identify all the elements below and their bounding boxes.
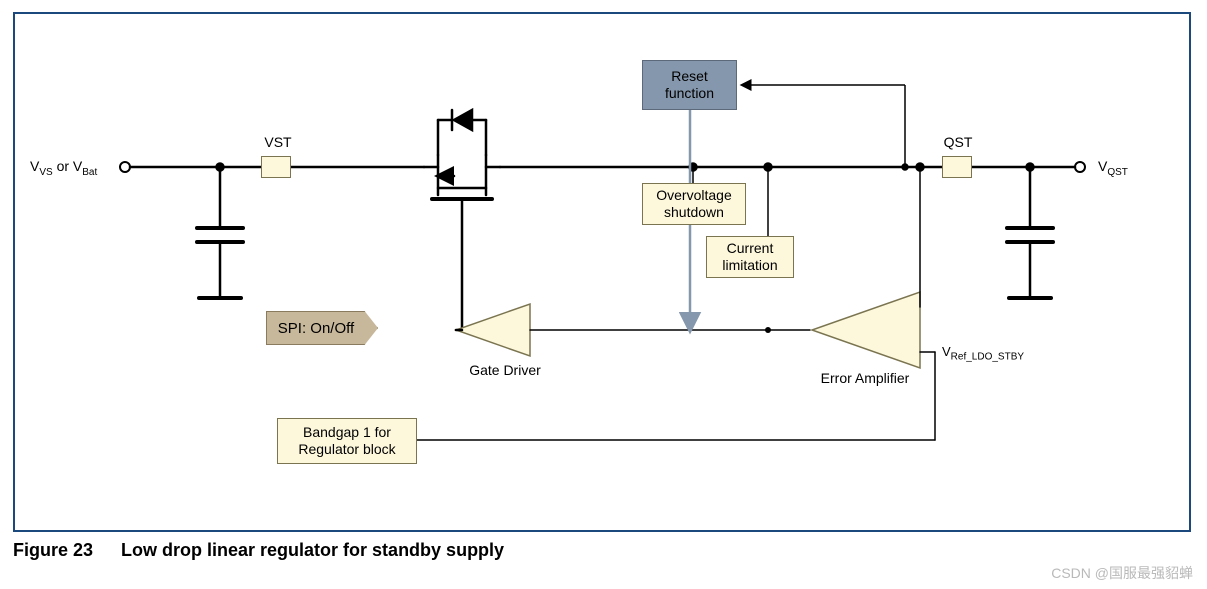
- overvoltage-text: Overvoltage shutdown: [656, 187, 731, 221]
- figure-title: Low drop linear regulator for standby su…: [121, 540, 504, 560]
- figure-number: Figure 23: [13, 540, 93, 560]
- qst-pin-box: [942, 156, 972, 178]
- current-limitation-box: Current limitation: [706, 236, 794, 278]
- error-amplifier-label: Error Amplifier: [800, 370, 930, 386]
- bandgap-text: Bandgap 1 for Regulator block: [298, 424, 395, 458]
- right-terminal-label: VQST: [1098, 158, 1128, 178]
- watermark: CSDN @国服最强貂蝉: [1051, 563, 1193, 583]
- diagram-svg: [0, 0, 1207, 589]
- reset-function-box: Reset function: [642, 60, 737, 110]
- current-limitation-text: Current limitation: [722, 240, 777, 274]
- gate-driver-label: Gate Driver: [450, 362, 560, 378]
- figure-caption: Figure 23 Low drop linear regulator for s…: [13, 540, 504, 561]
- left-terminal-label: VVS or VBat: [30, 158, 97, 178]
- vref-label: VRef_LDO_STBY: [942, 344, 1024, 363]
- spi-tag: SPI: On/Off: [266, 311, 378, 345]
- overvoltage-box: Overvoltage shutdown: [642, 183, 746, 225]
- bandgap-box: Bandgap 1 for Regulator block: [277, 418, 417, 464]
- reset-function-text: Reset function: [665, 68, 714, 102]
- qst-label: QST: [943, 134, 973, 150]
- spi-text: SPI: On/Off: [278, 320, 354, 337]
- vst-label: VST: [263, 134, 293, 150]
- canvas: VVS or VBat VQST VST QST Reset function …: [0, 0, 1207, 589]
- vst-pin-box: [261, 156, 291, 178]
